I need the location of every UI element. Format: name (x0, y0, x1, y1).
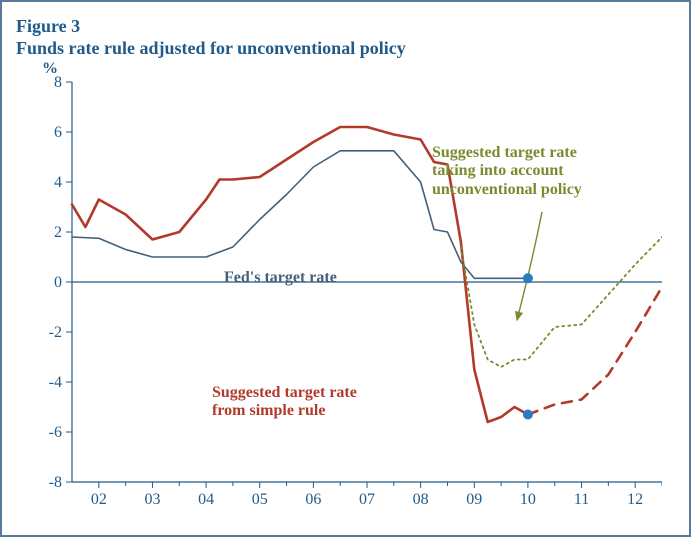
svg-text:-8: -8 (49, 474, 62, 491)
svg-text:08: 08 (413, 491, 429, 508)
figure-number: Figure 3 (16, 16, 675, 38)
svg-text:8: 8 (54, 74, 62, 91)
chart-title: Funds rate rule adjusted for unconventio… (16, 38, 675, 60)
annotation-unconventional: Suggested target ratetaking into account… (432, 144, 582, 199)
svg-text:-2: -2 (49, 324, 62, 341)
svg-text:10: 10 (520, 491, 536, 508)
svg-text:2: 2 (54, 224, 62, 241)
svg-text:-6: -6 (49, 424, 62, 441)
line-chart: -8-6-4-2024680203040506070809101112 (2, 62, 662, 522)
svg-text:02: 02 (91, 491, 107, 508)
svg-text:12: 12 (627, 491, 643, 508)
chart-figure: Figure 3 Funds rate rule adjusted for un… (0, 0, 691, 537)
svg-text:05: 05 (252, 491, 268, 508)
svg-text:04: 04 (198, 491, 214, 508)
svg-text:03: 03 (144, 491, 160, 508)
svg-text:0: 0 (54, 274, 62, 291)
annotation-simple-rule: Suggested target ratefrom simple rule (212, 384, 357, 421)
svg-text:07: 07 (359, 491, 375, 508)
svg-text:11: 11 (574, 491, 589, 508)
svg-text:-4: -4 (49, 374, 62, 391)
svg-text:4: 4 (54, 174, 62, 191)
annotation-fed-target: Fed's target rate (224, 269, 337, 287)
svg-text:6: 6 (54, 124, 62, 141)
svg-text:06: 06 (305, 491, 321, 508)
svg-text:09: 09 (466, 491, 482, 508)
